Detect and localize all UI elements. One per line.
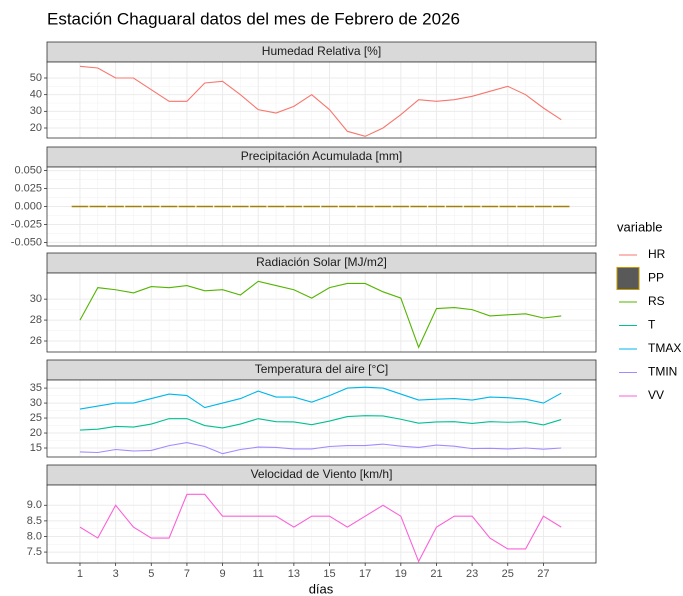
bar [285,205,303,208]
x-tick-label: 13 [288,568,300,580]
series-line [79,386,562,410]
x-tick-label: 1 [77,568,83,580]
bar [428,205,445,208]
bar [481,205,499,208]
bar [214,205,231,208]
series-line [79,415,562,431]
y-tick-label: 30 [30,105,42,117]
y-tick-label: 0.000 [14,200,42,212]
strip-title: Precipitación Acumulada [mm] [241,149,402,163]
x-tick-label: 3 [113,568,119,580]
y-tick-label: 35 [30,382,42,394]
bar [463,205,481,208]
x-tick-label: 21 [430,568,442,580]
bar [125,205,142,208]
panel-border [46,379,597,458]
y-tick-label: 0.050 [14,164,42,176]
bar [142,205,160,208]
y-tick-label: 26 [30,335,42,347]
bar [196,205,214,208]
bar [552,205,570,208]
legend-title: variable [617,219,663,234]
strip-title: Velocidad de Viento [km/h] [251,467,393,481]
x-axis-title: días [309,581,334,596]
y-tick-label: 0.025 [14,182,42,194]
bar [356,205,374,208]
bar [374,205,392,208]
bar [249,205,267,208]
x-tick-label: 5 [148,568,154,580]
bar [321,205,338,208]
x-tick-label: 17 [359,568,371,580]
y-tick-label: 40 [30,89,42,101]
bar [535,205,552,208]
legend-label: TMIN [648,365,677,379]
strip-title: Radiación Solar [MJ/m2] [256,255,387,269]
y-tick-label: 7.5 [27,546,42,558]
x-tick-label: 19 [395,568,407,580]
bar [303,205,321,208]
panel-bg [47,485,596,563]
strip-title: Humedad Relativa [%] [262,44,381,58]
bar [392,205,410,208]
x-tick-label: 15 [323,568,335,580]
panel-bg [47,62,596,138]
y-tick-label: 9.0 [27,499,42,511]
y-tick-label: 30 [30,397,42,409]
y-tick-label: -0.025 [11,218,42,230]
panel-border [46,484,597,564]
bar [232,205,249,208]
chart-title: Estación Chaguaral datos del mes de Febr… [47,9,460,28]
bar [160,205,178,208]
y-tick-label: 25 [30,412,42,424]
bar [339,205,356,208]
x-tick-label: 11 [253,568,264,580]
legend-key [616,267,640,290]
panel-border [46,272,597,353]
y-tick-label: 15 [30,442,42,454]
strip-title: Temperatura del aire [°C] [255,362,389,376]
bar [410,205,427,208]
panel-border [46,61,597,139]
legend-label: T [648,318,656,332]
y-tick-label: 50 [30,72,42,84]
legend-label: TMAX [648,341,681,355]
y-tick-label: 28 [30,314,42,326]
x-tick-label: 7 [184,568,190,580]
y-tick-label: -0.050 [11,236,42,248]
legend-label: PP [648,271,664,285]
series-line [79,493,562,563]
bar [517,205,534,208]
bar [107,205,124,208]
bar [178,205,196,208]
x-tick-label: 27 [537,568,549,580]
legend-label: RS [648,294,665,308]
y-tick-label: 20 [30,427,42,439]
x-tick-label: 9 [220,568,226,580]
y-tick-label: 20 [30,122,42,134]
bar [267,205,285,208]
series-line [79,65,562,137]
x-tick-label: 23 [466,568,478,580]
bar [71,205,89,208]
y-tick-label: 8.5 [27,515,42,527]
bar [445,205,463,208]
y-tick-label: 8.0 [27,530,42,542]
series-line [79,280,562,349]
series-line [79,442,562,455]
bar [89,205,107,208]
panel-bg [47,273,596,352]
legend-label: HR [648,247,666,261]
y-tick-label: 30 [30,293,42,305]
panel-border [46,166,597,247]
legend-label: VV [648,388,664,402]
bar [499,205,517,208]
x-tick-label: 25 [502,568,514,580]
